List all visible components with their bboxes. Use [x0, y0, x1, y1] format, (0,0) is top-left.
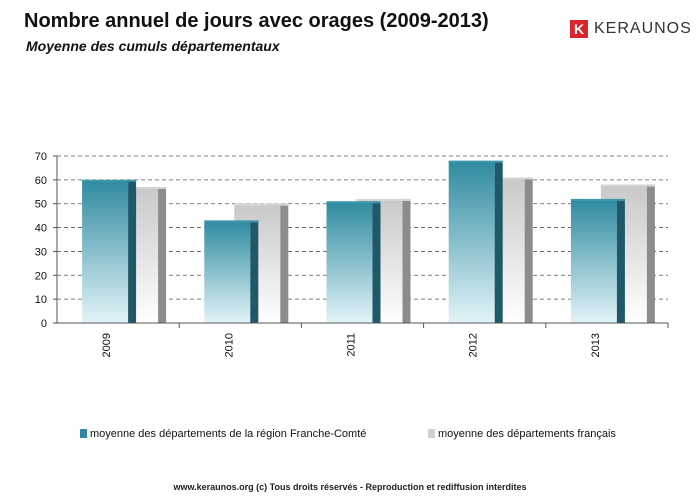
bar-france-side: [158, 187, 167, 323]
x-tick-label: 2009: [101, 333, 113, 357]
bars-layer: [82, 160, 655, 323]
x-tick-label: 2013: [590, 333, 602, 357]
bar-france-side: [646, 184, 655, 323]
legend-swatch-france: [428, 429, 435, 438]
y-tick-label: 10: [35, 294, 47, 306]
bar-franche-comte: [204, 220, 251, 323]
y-tick-label: 30: [35, 246, 47, 258]
bar-franche-comte-side: [128, 179, 137, 323]
keraunos-logo-text: KERAUNOS: [594, 20, 692, 37]
bar-france-top: [600, 184, 655, 187]
x-tick-label: 2012: [468, 333, 480, 357]
legend-swatch-franche-comte: [80, 429, 87, 438]
y-tick-label: 50: [35, 199, 47, 211]
y-tick-label: 70: [35, 151, 47, 163]
bar-franche-comte-side: [616, 198, 625, 323]
bar-franche-comte-top: [448, 160, 503, 163]
legend-label-france: moyenne des départements français: [438, 428, 616, 440]
legend: moyenne des départements de la région Fr…: [80, 428, 616, 440]
bar-franche-comte: [326, 201, 373, 323]
bar-franche-comte-side: [250, 220, 259, 323]
bar-franche-comte: [448, 160, 495, 323]
bar-franche-comte-top: [82, 179, 137, 182]
bar-franche-comte: [82, 179, 129, 323]
keraunos-logo: K KERAUNOS: [570, 20, 692, 38]
bar-franche-comte-top: [570, 198, 625, 201]
axes-layer: 0 10 20 30 40 50 60 70 2009 2010 2011 2012 2013: [35, 151, 669, 357]
y-tick-label: 20: [35, 270, 47, 282]
y-tick-label: 0: [41, 318, 47, 330]
bar-chart: 0 10 20 30 40 50 60 70 2009 2010 2011 2012 2013 moye…: [35, 151, 669, 440]
footer-copyright: www.keraunos.org (c) Tous droits réservé…: [173, 482, 527, 492]
bar-franche-comte-side: [494, 160, 503, 323]
bar-france-top: [478, 177, 533, 180]
bar-franche-comte: [570, 198, 617, 323]
keraunos-logo-icon: K: [570, 20, 588, 38]
bar-franche-comte-side: [372, 201, 381, 323]
bar-france-top: [234, 203, 289, 206]
bar-france-side: [524, 177, 533, 323]
x-tick-label: 2011: [346, 333, 358, 357]
bar-franche-comte-top: [326, 201, 381, 204]
bar-franche-comte-top: [204, 220, 259, 223]
bar-france-top: [112, 187, 167, 190]
chart-title: Nombre annuel de jours avec orages (2009…: [24, 10, 489, 32]
chart-subtitle: Moyenne des cumuls départementaux: [26, 38, 280, 54]
bar-france-side: [280, 203, 289, 323]
bar-france-side: [402, 198, 411, 323]
x-tick-label: 2010: [223, 333, 235, 357]
bar-france-top: [356, 198, 411, 201]
y-tick-label: 60: [35, 175, 47, 187]
y-tick-label: 40: [35, 223, 47, 235]
legend-label-franche-comte: moyenne des départements de la région Fr…: [90, 428, 366, 440]
